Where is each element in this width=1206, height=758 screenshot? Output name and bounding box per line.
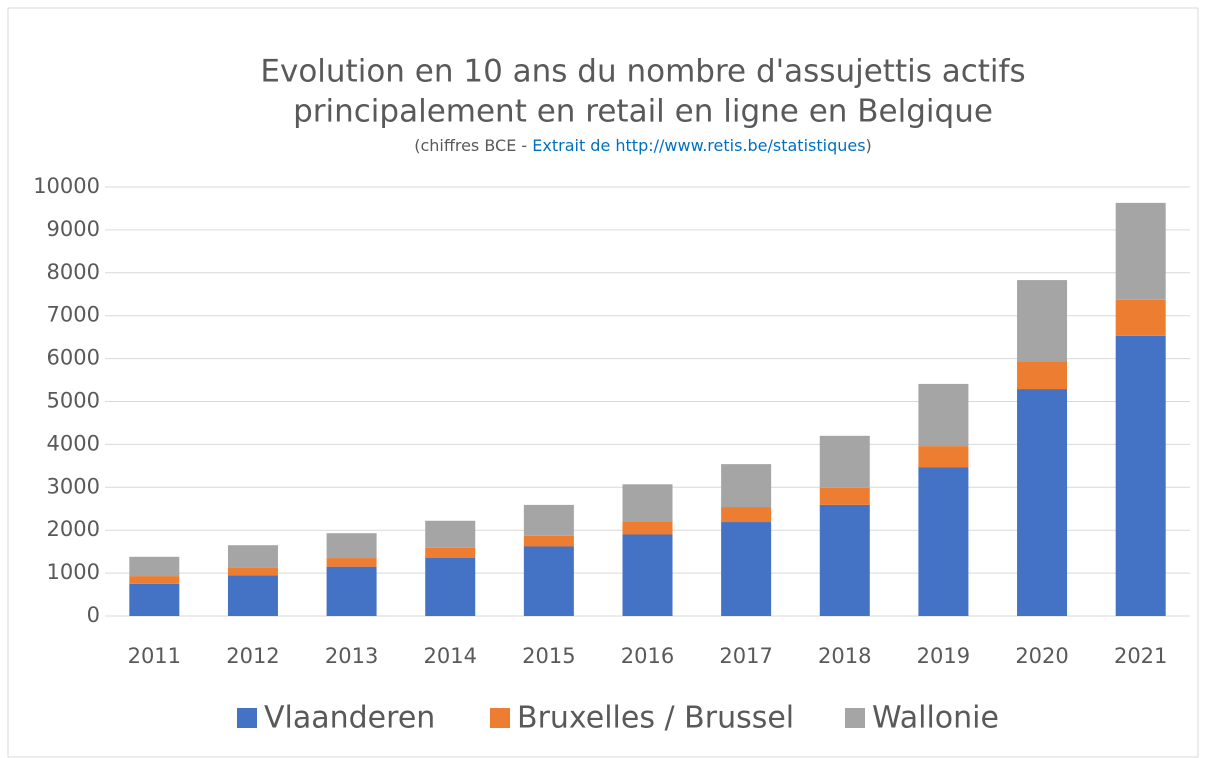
chart-title: principalement en retail en ligne en Bel… xyxy=(293,94,993,130)
bar-segment xyxy=(425,547,476,558)
y-tick-label: 4000 xyxy=(47,431,100,455)
bar-segment xyxy=(622,521,673,535)
bar-segment xyxy=(523,504,574,536)
bar-segment xyxy=(622,484,673,522)
x-tick-label: 2016 xyxy=(621,644,674,668)
bar-segment xyxy=(622,534,673,616)
bar-segment xyxy=(1017,389,1068,616)
y-tick-label: 7000 xyxy=(47,303,100,327)
x-tick-label: 2019 xyxy=(917,644,970,668)
bar-segment xyxy=(129,583,180,616)
subtitle-part: (chiffres BCE - xyxy=(414,136,532,155)
bar-segment xyxy=(425,557,476,616)
bar-segment xyxy=(523,535,574,547)
x-tick-label: 2012 xyxy=(226,644,279,668)
bar-segment xyxy=(1017,361,1068,390)
x-tick-label: 2013 xyxy=(325,644,378,668)
bar-segment xyxy=(721,464,772,508)
x-tick-label: 2015 xyxy=(522,644,575,668)
y-tick-label: 9000 xyxy=(47,217,100,241)
legend-label: Wallonie xyxy=(872,701,999,736)
legend-label: Vlaanderen xyxy=(264,701,435,736)
bar-segment xyxy=(129,576,180,584)
bar-segment xyxy=(918,446,969,468)
bar-segment xyxy=(326,533,377,559)
y-tick-label: 5000 xyxy=(47,389,100,413)
chart-subtitle: (chiffres BCE - Extrait de http://www.re… xyxy=(414,136,872,155)
y-tick-label: 2000 xyxy=(47,517,100,541)
bar-segment xyxy=(326,566,377,616)
bar-segment xyxy=(1115,335,1166,616)
bar-segment xyxy=(918,383,969,447)
bar-segment xyxy=(819,435,870,488)
x-tick-label: 2014 xyxy=(424,644,477,668)
bar-segment xyxy=(1115,299,1166,336)
legend-label: Bruxelles / Brussel xyxy=(517,701,794,736)
x-tick-label: 2017 xyxy=(719,644,772,668)
bar-segment xyxy=(819,504,870,616)
subtitle-part: ) xyxy=(866,136,872,155)
x-tick-label: 2011 xyxy=(128,644,181,668)
x-tick-label: 2018 xyxy=(818,644,871,668)
bar-segment xyxy=(523,546,574,616)
bar-segment xyxy=(721,522,772,616)
bar-segment xyxy=(1115,202,1166,300)
chart-title: Evolution en 10 ans du nombre d'assujett… xyxy=(260,54,1025,90)
legend-swatch xyxy=(845,708,865,728)
legend-swatch xyxy=(237,708,257,728)
y-tick-label: 8000 xyxy=(47,260,100,284)
bar-segment xyxy=(425,520,476,548)
bar-segment xyxy=(819,487,870,505)
bar-segment xyxy=(721,507,772,523)
legend-swatch xyxy=(490,708,510,728)
x-tick-label: 2021 xyxy=(1114,644,1167,668)
subtitle-link: Extrait de http://www.retis.be/statistiq… xyxy=(532,136,865,155)
bar-segment xyxy=(227,545,278,568)
bar-segment xyxy=(129,556,180,577)
y-tick-label: 1000 xyxy=(47,560,100,584)
bar-segment xyxy=(918,467,969,616)
x-tick-label: 2020 xyxy=(1015,644,1068,668)
chart-frame xyxy=(7,7,1199,758)
y-tick-label: 6000 xyxy=(47,346,100,370)
y-tick-label: 0 xyxy=(87,603,100,627)
bar-segment xyxy=(1017,280,1068,362)
bar-segment xyxy=(227,567,278,576)
y-tick-label: 3000 xyxy=(47,474,100,498)
bar-segment xyxy=(227,575,278,616)
y-tick-label: 10000 xyxy=(33,174,100,198)
bar-segment xyxy=(326,558,377,567)
